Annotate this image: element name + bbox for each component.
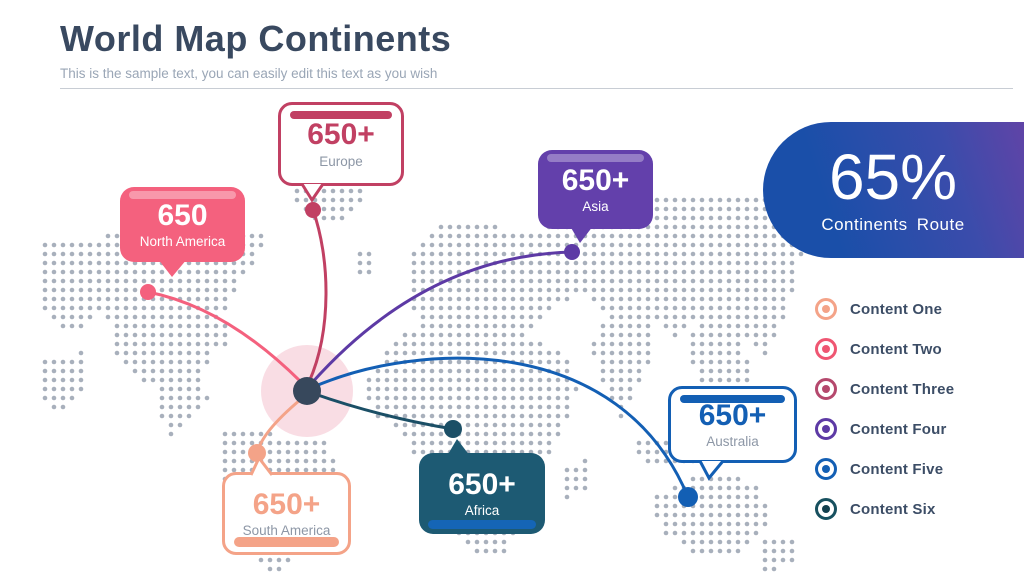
legend: Content One Content Two Content Three Co… (815, 289, 954, 529)
legend-label: Content Four (850, 420, 947, 438)
hub-node (293, 377, 321, 405)
legend-label: Content One (850, 300, 943, 318)
legend-dot-icon (822, 385, 830, 393)
legend-label: Content Five (850, 460, 944, 478)
callout-south-america[interactable]: 650+ South America (222, 472, 351, 555)
route-line-europe (307, 209, 328, 383)
legend-label: Content Two (850, 340, 942, 358)
route-endpoint-australia (678, 487, 698, 507)
callout-accent-strip (680, 395, 785, 403)
route-line-asia (308, 250, 573, 386)
legend-ring-icon (815, 298, 837, 320)
callout-continent-label: South America (242, 523, 331, 539)
callout-australia[interactable]: 650+ Australia (668, 386, 797, 463)
route-line-north-america (147, 290, 302, 383)
legend-ring-icon (815, 338, 837, 360)
callout-accent-strip (547, 154, 644, 162)
callout-accent-strip (428, 520, 536, 529)
callout-continent-label: North America (139, 234, 226, 250)
callout-europe[interactable]: 650+ Europe (278, 102, 404, 186)
legend-dot-icon (822, 425, 830, 433)
route-line-africa (311, 391, 454, 431)
route-endpoint-north-america (140, 284, 156, 300)
page-subtitle: This is the sample text, you can easily … (60, 66, 438, 81)
route-endpoint-south-america (248, 444, 266, 462)
continents-route-banner[interactable]: 65% Continents Route (763, 122, 1024, 258)
callout-value: 650+ (307, 118, 375, 152)
callout-value: 650+ (561, 163, 630, 197)
route-endpoint-europe (305, 202, 321, 218)
callout-continent-label: Europe (319, 153, 363, 169)
route-endpoint-asia (564, 244, 580, 260)
callout-value: 650+ (252, 487, 321, 521)
callout-accent-strip (234, 537, 339, 547)
callout-accent-strip (129, 191, 236, 199)
legend-item-content-six[interactable]: Content Six (815, 489, 954, 529)
route-line-south-america (256, 393, 307, 452)
callout-continent-label: Asia (582, 199, 609, 215)
callout-tail-europe (300, 183, 325, 203)
callout-tail-australia (698, 460, 725, 481)
callout-value: 650+ (448, 467, 516, 501)
banner-percentage: 65% (828, 141, 958, 213)
legend-dot-icon (822, 305, 830, 313)
legend-ring-icon (815, 458, 837, 480)
callout-north-america[interactable]: 650 North America (120, 187, 245, 262)
route-endpoint-africa (444, 420, 462, 438)
page-title: World Map Continents (60, 18, 452, 59)
header-divider (60, 88, 1013, 89)
callout-africa[interactable]: 650+ Africa (419, 453, 545, 534)
callout-accent-strip (290, 111, 392, 119)
legend-dot-icon (822, 505, 830, 513)
legend-ring-icon (815, 498, 837, 520)
legend-dot-icon (822, 465, 830, 473)
callout-continent-label: Africa (464, 503, 500, 519)
legend-item-content-three[interactable]: Content Three (815, 369, 954, 409)
legend-label: Content Six (850, 500, 936, 518)
header: World Map Continents This is the sample … (60, 18, 1012, 81)
callout-asia[interactable]: 650+ Asia (538, 150, 653, 229)
callout-value: 650 (157, 198, 208, 232)
legend-label: Content Three (850, 380, 955, 398)
legend-dot-icon (822, 345, 830, 353)
legend-item-content-four[interactable]: Content Four (815, 409, 954, 449)
legend-item-content-five[interactable]: Content Five (815, 449, 954, 489)
callout-value: 650+ (698, 398, 767, 432)
legend-ring-icon (815, 418, 837, 440)
legend-ring-icon (815, 378, 837, 400)
hub-halo (261, 345, 353, 437)
callout-continent-label: Australia (706, 434, 759, 450)
legend-item-content-one[interactable]: Content One (815, 289, 954, 329)
banner-label: Continents Route (821, 215, 965, 234)
legend-item-content-two[interactable]: Content Two (815, 329, 954, 369)
